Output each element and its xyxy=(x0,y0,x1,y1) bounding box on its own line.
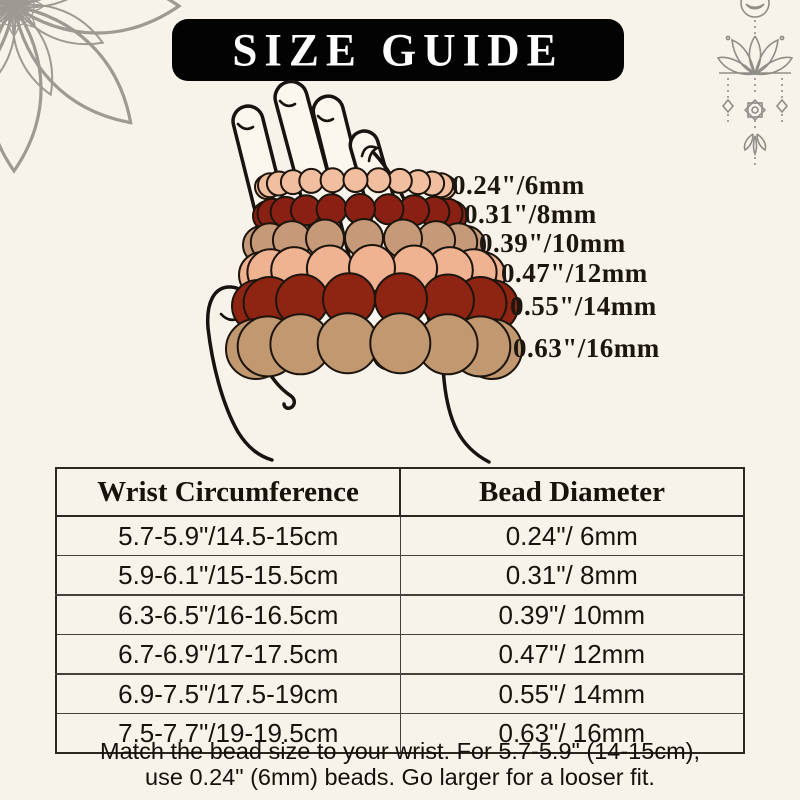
table-row: 6.7-6.9"/17-17.5cm 0.47"/ 12mm xyxy=(55,634,745,675)
bead-size-label: 0.24"/6mm xyxy=(452,170,585,200)
bead-cell: 0.31"/ 8mm xyxy=(399,555,745,596)
bead xyxy=(319,167,346,194)
bead-cell: 0.24"/ 6mm xyxy=(399,515,745,556)
bead-size-label: 0.39"/10mm xyxy=(479,228,626,258)
page-title: SIZE GUIDE xyxy=(232,24,564,76)
table-row: 6.9-7.5"/17.5-19cm 0.55"/ 14mm xyxy=(55,673,745,714)
bead-size-label: 0.47"/12mm xyxy=(501,258,648,288)
bead-cell: 0.55"/ 14mm xyxy=(399,673,745,714)
wrist-cell: 7.5-7.7"/19-19.5cm xyxy=(55,713,401,754)
wrist-cell: 6.7-6.9"/17-17.5cm xyxy=(55,634,401,675)
fingernail-lines xyxy=(236,99,335,131)
bead xyxy=(369,312,432,375)
bead xyxy=(316,312,379,375)
bead-size-label: 0.31"/8mm xyxy=(464,199,597,229)
bead-size-label: 0.55"/14mm xyxy=(510,291,657,321)
wrist-cell: 6.9-7.5"/17.5-19cm xyxy=(55,673,401,714)
wrist-cell: 5.7-5.9"/14.5-15cm xyxy=(55,515,401,556)
bead xyxy=(342,167,369,193)
wrist-cell: 5.9-6.1"/15-15.5cm xyxy=(55,555,401,596)
column-header-bead: Bead Diameter xyxy=(399,467,745,517)
table-row: 5.9-6.1"/15-15.5cm 0.31"/ 8mm xyxy=(55,555,745,596)
bead xyxy=(386,167,413,194)
bead-cell: 0.63"/ 16mm xyxy=(399,713,745,754)
bead xyxy=(365,167,392,194)
column-header-wrist: Wrist Circumference xyxy=(55,467,401,517)
wrist-cell: 6.3-6.5"/16-16.5cm xyxy=(55,594,401,635)
sizing-note-line1: Match the bead size to your wrist. For 5… xyxy=(100,738,700,764)
sizing-note: Match the bead size to your wrist. For 5… xyxy=(0,738,800,790)
palm-crease-line xyxy=(256,344,296,410)
sizing-note-line2: use 0.24" (6mm) beads. Go larger for a l… xyxy=(145,764,655,790)
table-row: 6.3-6.5"/16-16.5cm 0.39"/ 10mm xyxy=(55,594,745,635)
table-row: 5.7-5.9"/14.5-15cm 0.24"/ 6mm xyxy=(55,515,745,556)
table-header-row: Wrist Circumference Bead Diameter xyxy=(55,467,745,517)
hand-bracelets-illustration xyxy=(205,79,523,464)
table-row: 7.5-7.7"/19-19.5cm 0.63"/ 16mm xyxy=(55,713,745,754)
bracelets xyxy=(225,167,523,380)
size-table: Wrist Circumference Bead Diameter 5.7-5.… xyxy=(55,467,745,754)
bead-size-label: 0.63"/16mm xyxy=(513,333,660,363)
size-guide-banner: SIZE GUIDE xyxy=(172,19,624,81)
bead-cell: 0.47"/ 12mm xyxy=(399,634,745,675)
bead-cell: 0.39"/ 10mm xyxy=(399,594,745,635)
